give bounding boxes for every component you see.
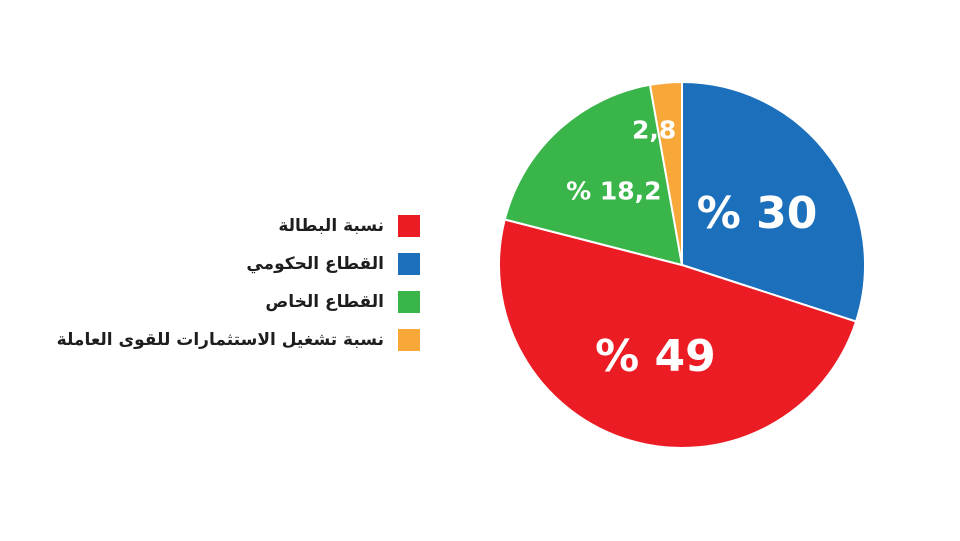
legend-label: نسبة البطالة: [278, 216, 384, 236]
legend-item-unemployment: نسبة البطالة: [30, 212, 420, 240]
legend-label: نسبة تشغيل الاستثمارات للقوى العاملة: [56, 330, 384, 350]
slice-value-label: % 30: [697, 188, 818, 239]
legend-item-private-sector: القطاع الخاص: [30, 288, 420, 316]
legend-item-government-sector: القطاع الحكومي: [30, 250, 420, 278]
legend-swatch: [398, 291, 420, 313]
pie-slice: [648, 80, 683, 266]
slice-value-label: % 49: [595, 331, 716, 382]
legend-label: القطاع الحكومي: [246, 254, 384, 274]
pie-slice: [503, 83, 684, 267]
legend-swatch: [398, 329, 420, 351]
legend-swatch: [398, 253, 420, 275]
chart-legend: نسبة البطالة القطاع الحكومي القطاع الخاص…: [30, 212, 420, 364]
pie-slice: [681, 80, 866, 323]
legend-item-investment-employment: نسبة تشغيل الاستثمارات للقوى العاملة: [30, 326, 420, 354]
legend-label: القطاع الخاص: [265, 292, 384, 312]
pie-slice: [498, 218, 858, 449]
legend-swatch: [398, 215, 420, 237]
slice-value-label: 2,8: [632, 116, 676, 145]
slice-value-label: % 18,2: [566, 177, 661, 206]
